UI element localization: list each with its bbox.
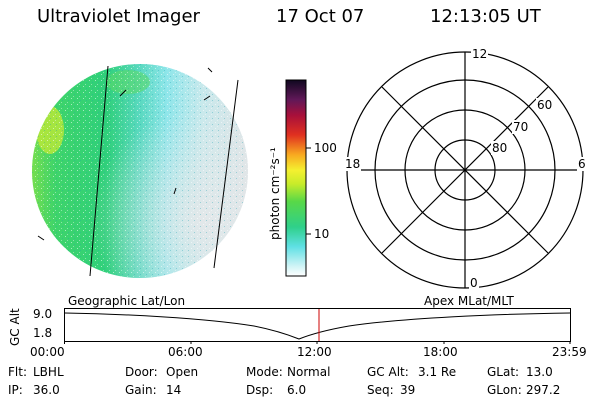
- status-gcalt-label: GC Alt:: [367, 365, 409, 379]
- status-mode-label: Mode:: [246, 365, 283, 379]
- status-ip-value: 36.0: [33, 383, 60, 397]
- header-date: 17 Oct 07: [276, 6, 365, 27]
- timeline-y-tick-min: 1.8: [33, 326, 53, 340]
- status-ip-label: IP:: [8, 383, 23, 397]
- polar-label-mlt-0: 0: [469, 276, 479, 290]
- status-flt-value: LBHL: [33, 365, 64, 379]
- timeline-left-label: Geographic Lat/Lon: [68, 294, 186, 308]
- polar-label-mlt-6: 6: [577, 157, 587, 171]
- timeline-right-label: Apex MLat/MLT: [424, 294, 514, 308]
- status-gcalt-value: 3.1 Re: [418, 365, 457, 379]
- polar-label-lat-80: 80: [491, 141, 509, 155]
- timeline-y-tick-max: 9.0: [33, 307, 53, 321]
- status-flt-label: Flt:: [8, 365, 27, 379]
- status-mode-value: Normal: [287, 365, 331, 379]
- polar-label-mlt-12: 12: [471, 47, 489, 61]
- status-gain-value: 14: [166, 383, 182, 397]
- timeline-x-tick-1200: 12:00: [297, 345, 332, 359]
- timeline-x-tick-0000: 00:00: [30, 345, 65, 359]
- app-title: Ultraviolet Imager: [37, 6, 200, 27]
- polar-label-lat-70: 70: [512, 120, 530, 134]
- polar-label-mlt-18: 18: [344, 157, 362, 171]
- status-door-label: Door:: [125, 365, 158, 379]
- status-glat-label: GLat:: [487, 365, 520, 379]
- colorbar: [285, 79, 311, 277]
- status-seq-label: Seq:: [367, 383, 394, 397]
- status-dsp-label: Dsp:: [246, 383, 274, 397]
- status-glon-label: GLon:: [487, 383, 522, 397]
- timeline-y-axis-label: GC Alt: [8, 308, 22, 346]
- status-gain-label: Gain:: [125, 383, 157, 397]
- status-glat-value: 13.0: [526, 365, 553, 379]
- timeline-plot: [64, 308, 571, 344]
- header-time: 12:13:05 UT: [430, 6, 541, 27]
- timeline-x-tick-2359: 23:59: [552, 345, 587, 359]
- uv-earth-image: [32, 64, 248, 278]
- polar-label-lat-60: 60: [536, 98, 554, 112]
- timeline-x-tick-1800: 18:00: [423, 345, 458, 359]
- colorbar-label: photon cm⁻²s⁻¹: [268, 147, 282, 240]
- status-seq-value: 39: [400, 383, 416, 397]
- polar-plot: [346, 51, 584, 289]
- timeline-x-tick-0600: 06:00: [168, 345, 203, 359]
- status-glon-value: 297.2: [526, 383, 561, 397]
- status-door-value: Open: [166, 365, 199, 379]
- colorbar-tick-10: 10: [314, 227, 330, 241]
- colorbar-tick-100: 100: [314, 141, 337, 155]
- status-dsp-value: 6.0: [287, 383, 307, 397]
